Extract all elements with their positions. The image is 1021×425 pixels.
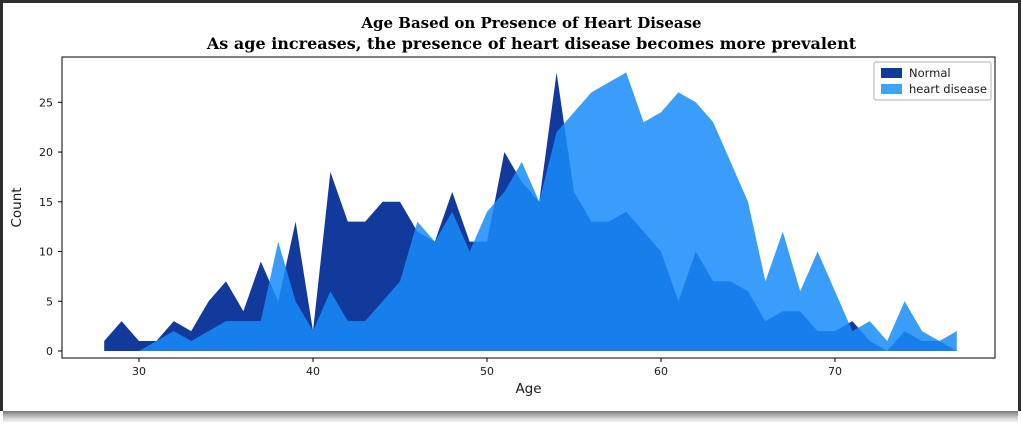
chart-title: Age Based on Presence of Heart Disease [361,14,702,32]
legend-swatch-heart-disease [881,84,902,94]
x-tick-label: 30 [132,365,146,378]
y-tick-label: 15 [39,196,53,209]
y-tick-label: 20 [39,146,53,159]
x-tick-label: 60 [654,365,668,378]
legend-label-normal: Normal [909,66,951,80]
y-tick-label: 25 [39,96,53,109]
figure-frame: Age Based on Presence of Heart Disease A… [0,0,1021,411]
y-tick-label: 5 [46,295,53,308]
heart-disease-area [104,72,957,352]
legend-label-heart-disease: heart disease [909,82,987,96]
x-tick-label: 70 [828,365,842,378]
window-drop-shadow [3,411,1018,422]
x-tick-label: 50 [480,365,494,378]
chart-title-block: Age Based on Presence of Heart Disease A… [65,13,998,54]
x-tick-label: 40 [306,365,320,378]
age-heart-disease-area-chart: 30 40 50 60 70 0 5 10 15 20 25 Age Count Normal heart … [9,56,996,397]
y-tick-label: 0 [46,345,53,358]
y-axis-label: Count [9,187,25,227]
plot-border [61,56,996,359]
chart-subtitle: As age increases, the presence of heart … [206,34,857,53]
legend-swatch-normal [881,68,902,78]
x-axis-label: Age [515,381,541,397]
legend-box [873,61,992,101]
y-tick-label: 10 [39,246,53,259]
